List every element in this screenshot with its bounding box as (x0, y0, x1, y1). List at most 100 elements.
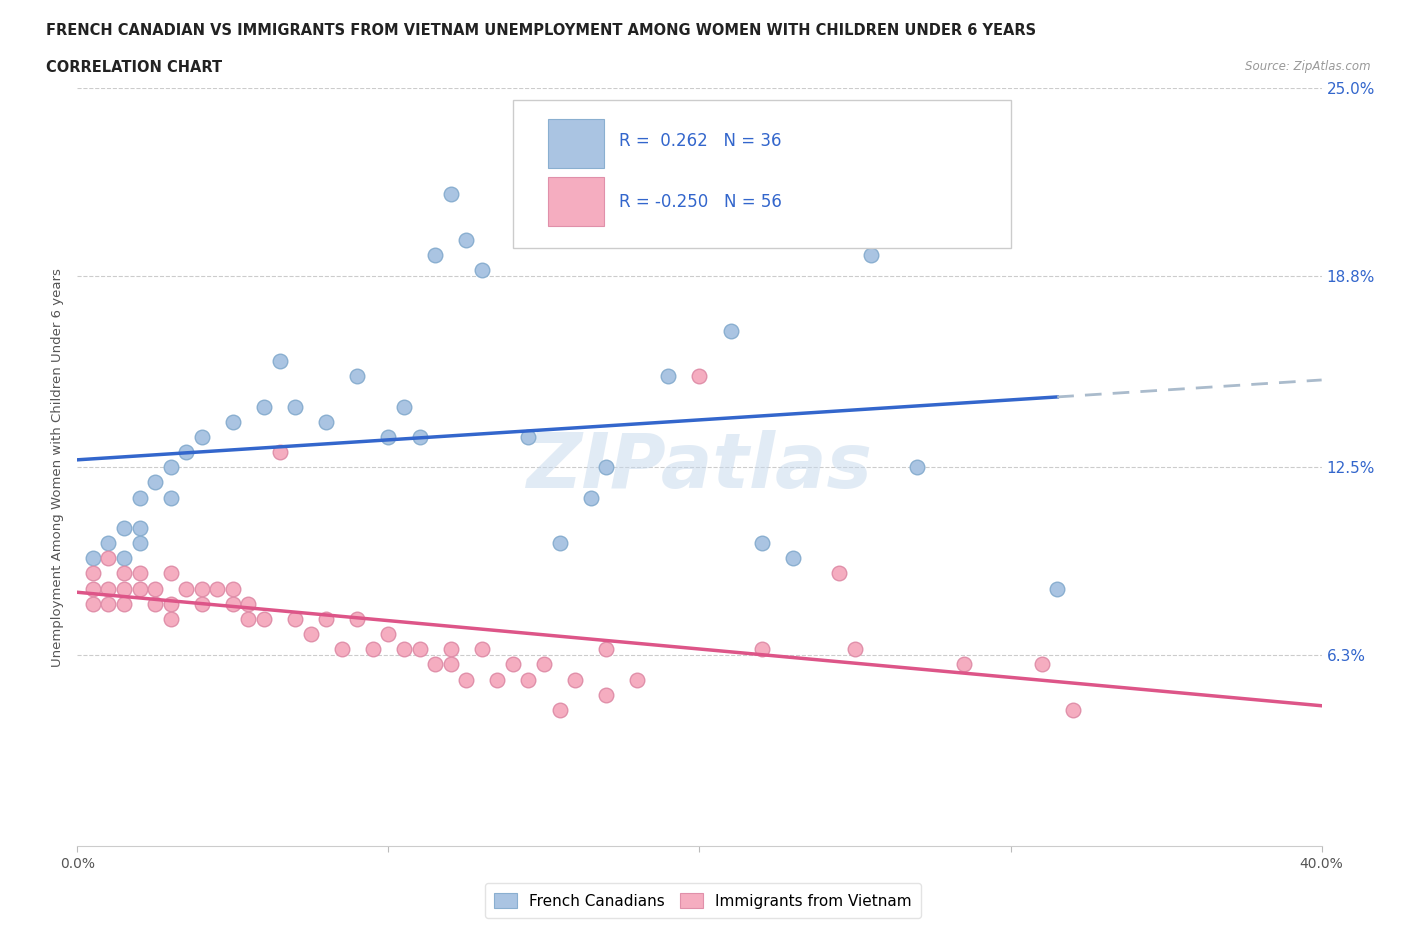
Point (128, 490, 150, 505)
Point (377, 627, 399, 642)
Point (548, 702, 571, 717)
Point (517, 672, 540, 687)
Point (377, 430, 399, 445)
Point (128, 536, 150, 551)
Point (174, 445, 197, 459)
Point (751, 536, 773, 551)
Point (128, 566, 150, 581)
Point (1046, 581, 1069, 596)
Point (517, 430, 540, 445)
FancyBboxPatch shape (548, 177, 603, 226)
Legend: French Canadians, Immigrants from Vietnam: French Canadians, Immigrants from Vietna… (485, 884, 921, 918)
Point (222, 596, 245, 611)
FancyBboxPatch shape (513, 100, 1011, 247)
Point (191, 430, 214, 445)
Point (361, 642, 384, 657)
Point (859, 247, 882, 262)
Point (159, 612, 181, 627)
Point (112, 551, 135, 565)
Point (595, 687, 617, 702)
Point (844, 642, 866, 657)
Point (238, 612, 260, 627)
Point (423, 657, 446, 671)
Point (191, 581, 214, 596)
Point (159, 460, 181, 475)
Point (238, 596, 260, 611)
Point (330, 642, 353, 657)
Point (440, 187, 463, 202)
Point (440, 642, 463, 657)
Y-axis label: Unemployment Among Women with Children Under 6 years: Unemployment Among Women with Children U… (51, 268, 65, 667)
Point (82, 581, 104, 596)
Point (315, 612, 337, 627)
Point (174, 581, 197, 596)
Point (486, 672, 509, 687)
Point (471, 263, 494, 278)
Point (720, 324, 742, 339)
Point (222, 581, 245, 596)
Text: CORRELATION CHART: CORRELATION CHART (46, 60, 222, 75)
Point (392, 642, 415, 657)
Point (97, 596, 120, 611)
Point (456, 232, 478, 247)
Text: R =  0.262   N = 36: R = 0.262 N = 36 (619, 132, 782, 151)
Point (626, 672, 648, 687)
Point (82, 551, 104, 565)
Point (97, 551, 120, 565)
Point (82, 596, 104, 611)
Point (346, 369, 368, 384)
Point (315, 415, 337, 430)
Point (502, 657, 524, 671)
Point (440, 657, 463, 671)
Point (159, 596, 181, 611)
Point (97, 581, 120, 596)
Point (471, 642, 494, 657)
Point (548, 536, 571, 551)
Point (408, 430, 430, 445)
Point (751, 642, 773, 657)
Point (159, 490, 181, 505)
Point (269, 445, 291, 459)
Point (953, 657, 976, 671)
Point (456, 672, 478, 687)
Point (657, 369, 679, 384)
Point (143, 581, 166, 596)
Point (191, 596, 214, 611)
Point (346, 612, 368, 627)
Point (269, 353, 291, 368)
Point (595, 642, 617, 657)
Text: R = -0.250   N = 56: R = -0.250 N = 56 (619, 193, 782, 211)
Point (112, 566, 135, 581)
Point (1062, 702, 1084, 717)
Point (1031, 657, 1053, 671)
Point (82, 566, 104, 581)
Point (112, 581, 135, 596)
Point (128, 521, 150, 536)
Point (253, 399, 276, 414)
Point (207, 581, 229, 596)
Point (112, 596, 135, 611)
Point (299, 627, 322, 642)
Point (222, 415, 245, 430)
Point (392, 399, 415, 414)
Point (689, 369, 711, 384)
Point (112, 521, 135, 536)
Point (159, 566, 181, 581)
Point (128, 581, 150, 596)
Point (579, 490, 602, 505)
Point (284, 399, 307, 414)
Point (143, 596, 166, 611)
Point (253, 612, 276, 627)
Point (143, 475, 166, 490)
Point (533, 657, 555, 671)
Point (782, 551, 804, 565)
Point (97, 536, 120, 551)
Point (905, 460, 928, 475)
Text: ZIPatlas: ZIPatlas (526, 431, 873, 504)
Text: FRENCH CANADIAN VS IMMIGRANTS FROM VIETNAM UNEMPLOYMENT AMONG WOMEN WITH CHILDRE: FRENCH CANADIAN VS IMMIGRANTS FROM VIETN… (46, 23, 1036, 38)
Text: Source: ZipAtlas.com: Source: ZipAtlas.com (1246, 60, 1371, 73)
Point (564, 672, 586, 687)
Point (828, 566, 851, 581)
FancyBboxPatch shape (548, 119, 603, 168)
Point (408, 642, 430, 657)
